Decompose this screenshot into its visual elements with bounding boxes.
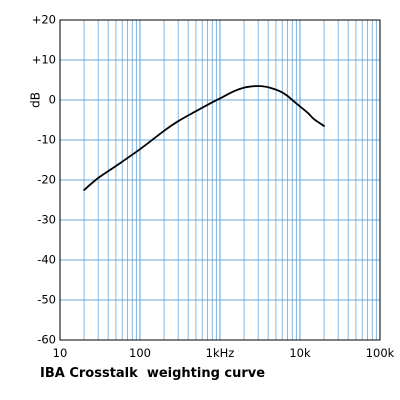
y-tick-label: +10 [32,53,56,67]
x-tick-label: 100 [129,346,151,360]
chart-title: IBA Crosstalk weighting curve [40,366,266,381]
y-tick-label: -60 [37,333,56,347]
y-tick-label: 0 [49,93,56,107]
plot-frame [59,19,381,341]
x-tick-label: 1kHz [206,346,235,360]
x-tick-label: 10k [289,346,311,360]
y-tick-label: -50 [37,293,56,307]
x-tick-labels: 10 100 1kHz 10k 100k [53,346,395,360]
y-axis-label: dB [29,92,43,108]
x-tick-label: 10 [53,346,68,360]
y-tick-labels: +20 +10 0 -10 -20 -30 -40 -50 -60 [32,13,56,347]
y-tick-label: -20 [37,173,56,187]
y-tick-label: +20 [32,13,56,27]
y-tick-label: -10 [37,133,56,147]
y-tick-label: -40 [37,253,56,267]
x-tick-label: 100k [366,346,395,360]
y-tick-label: -30 [37,213,56,227]
weighting-curve-line [83,85,325,191]
